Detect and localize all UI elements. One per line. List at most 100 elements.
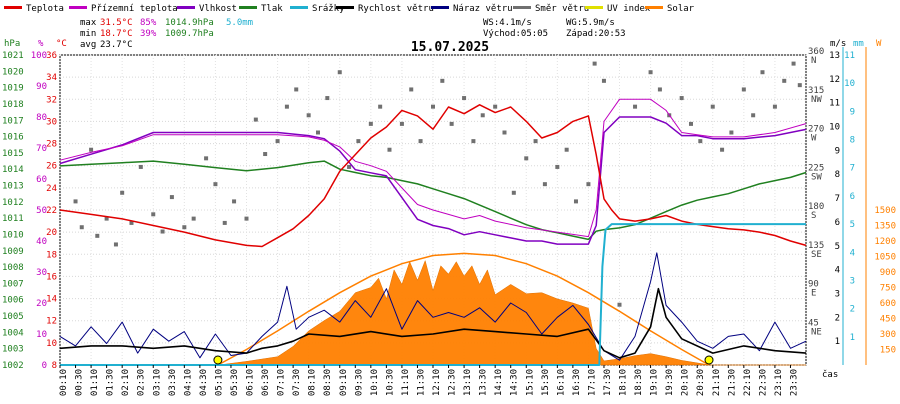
x-tick-label: 16:10	[556, 369, 566, 396]
axis-ms-tick: 8	[835, 170, 840, 180]
chart-title: 15.07.2025	[411, 40, 489, 55]
stats-min-temp: 18.7°C	[100, 29, 133, 39]
axis-mm-tick: 8	[850, 136, 855, 146]
axis-temp-unit: °C	[56, 39, 67, 49]
wind-direction-point	[418, 139, 423, 144]
axis-hpa-tick: 1003	[2, 345, 24, 355]
wind-direction-point	[440, 78, 445, 83]
wind-direction-point	[524, 156, 529, 161]
wind-direction-point	[555, 164, 560, 169]
legend-swatch	[4, 6, 22, 9]
axis-temp-tick: 26	[46, 162, 57, 172]
stats-max-temp: 31.5°C	[100, 18, 133, 28]
wind-direction-point	[462, 96, 467, 101]
legend-swatch	[431, 6, 449, 9]
axis-w-tick: 900	[880, 268, 896, 278]
legend-label: Směr větru	[535, 4, 589, 14]
wind-direction-point	[204, 156, 209, 161]
wind-direction-point	[315, 130, 320, 135]
x-tick-label: 17:10	[587, 369, 597, 396]
axis-hpa-tick: 1015	[2, 149, 24, 159]
wind-direction-point	[564, 147, 569, 152]
x-tick-label: 19:30	[665, 369, 675, 396]
axis-ms-tick: 9	[835, 146, 840, 156]
axis-pct-tick: 100	[31, 51, 47, 61]
axis-pct-tick: 70	[36, 144, 47, 154]
x-tick-label: 19:10	[650, 369, 660, 396]
axis-mm-tick: 7	[850, 164, 855, 174]
x-tick-label: 07:10	[277, 369, 287, 396]
wind-direction-point	[772, 104, 777, 109]
axis-dir-label: E	[811, 289, 816, 299]
wind-direction-point	[409, 87, 414, 92]
ground-temperature-line	[59, 98, 807, 238]
axis-hpa-tick: 1005	[2, 312, 24, 322]
axis-temp-tick: 8	[52, 361, 57, 371]
legend-label: Rychlost větru	[358, 4, 434, 14]
axis-mm-unit: mm	[853, 39, 864, 49]
x-tick-label: 21:10	[712, 369, 722, 396]
x-tick-label: 14:30	[510, 369, 520, 396]
wind-direction-point	[657, 87, 662, 92]
axis-w-unit: W	[876, 39, 882, 49]
x-tick-label: 10:30	[385, 369, 395, 396]
wind-direction-point	[797, 83, 802, 88]
stats-min-label: min	[80, 29, 96, 39]
axis-hpa-tick: 1019	[2, 84, 24, 94]
legend-label: Vlhkost	[199, 4, 237, 14]
axis-dir-tick: 180	[808, 202, 824, 212]
wind-direction-point	[325, 96, 330, 101]
x-tick-label: 15:10	[525, 369, 535, 396]
x-tick-label: 05:30	[230, 369, 240, 396]
wind-direction-point	[741, 87, 746, 92]
x-tick-label: 23:30	[789, 369, 799, 396]
wind-direction-point	[633, 104, 638, 109]
wind-direction-point	[471, 139, 476, 144]
stats-block: max 31.5°C 85% 1014.9hPa 5.0mm min 18.7°…	[80, 18, 253, 50]
wind-direction-point	[710, 104, 715, 109]
x-tick-label: 10:10	[370, 369, 380, 396]
x-tick-label: 06:10	[246, 369, 256, 396]
x-tick-label: 17:30	[603, 369, 613, 396]
x-tick-label: 01:10	[90, 369, 100, 396]
wind-direction-point	[263, 152, 268, 157]
x-tick-label: 21:30	[727, 369, 737, 396]
axis-hpa-tick: 1018	[2, 100, 24, 110]
axis-pct-tick: 10	[36, 330, 47, 340]
axis-mm-tick: 1	[850, 333, 855, 343]
x-tick-label: 08:30	[323, 369, 333, 396]
x-tick-label: 20:30	[696, 369, 706, 396]
axis-dir-tick: 315	[808, 86, 824, 96]
info-wg: WG:5.9m/s	[566, 18, 615, 28]
legend-swatch	[336, 6, 354, 9]
axis-dir-label: SW	[811, 172, 822, 182]
axis-temp-tick: 24	[46, 184, 57, 194]
axis-w-tick: 1500	[874, 206, 896, 216]
axis-dir-tick: 360	[808, 47, 824, 57]
axis-ms-tick: 13	[829, 51, 840, 61]
axis-pct-tick: 0	[42, 361, 47, 371]
x-tick-label: 13:30	[479, 369, 489, 396]
x-axis-label: čas	[822, 369, 838, 380]
wind-direction-point	[213, 182, 218, 187]
info-sunrise: Východ:05:05	[483, 29, 548, 39]
wind-direction-point	[679, 96, 684, 101]
axis-hpa-unit: hPa	[4, 39, 20, 49]
x-tick-label: 06:30	[261, 369, 271, 396]
axis-ms-tick: 5	[835, 242, 840, 252]
axis-w-tick: 600	[880, 299, 896, 309]
pressure-line	[59, 160, 807, 241]
axis-w-tick: 300	[880, 330, 896, 340]
axis-temp-tick: 22	[46, 206, 57, 216]
stats-max-rain: 5.0mm	[226, 18, 253, 28]
legend: Teplota Přízemní teplota Vlhkost Tlak Srážky…	[4, 4, 695, 14]
wind-direction-point	[592, 61, 597, 66]
legend-label: Solar	[667, 4, 695, 14]
wind-direction-point	[284, 104, 289, 109]
x-tick-label: 09:30	[354, 369, 364, 396]
x-tick-label: 12:30	[448, 369, 458, 396]
axis-ms-tick: 11	[829, 99, 840, 109]
axis-dir-label: NW	[811, 95, 822, 105]
wind-direction-point	[533, 139, 538, 144]
